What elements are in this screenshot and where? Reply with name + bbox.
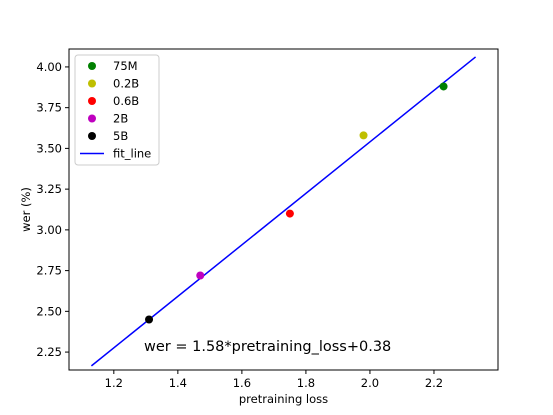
legend-label: 5B [113, 129, 128, 143]
y-tick-label: 3.25 [36, 182, 62, 196]
y-tick-label: 3.50 [36, 141, 62, 155]
fit-line [90, 56, 477, 367]
x-tick-label: 1.4 [169, 376, 187, 390]
y-tick-label: 3.00 [36, 223, 62, 237]
x-tick-label: 1.8 [297, 376, 315, 390]
data-point-0.6b [285, 209, 294, 218]
legend-label: 75M [113, 59, 138, 73]
x-axis-title: pretraining loss [239, 392, 328, 406]
y-tick-label: 3.75 [36, 101, 62, 115]
legend-marker-0.2b [88, 79, 96, 88]
legend-marker-5b [88, 132, 96, 140]
y-axis-ticks: 2.25 2.50 2.75 3.00 3.25 3.50 3.75 4.00 [36, 60, 69, 359]
y-tick-label: 2.75 [36, 264, 62, 278]
legend-marker-0.6b [88, 97, 96, 105]
legend-label: 0.2B [113, 77, 139, 91]
plot-frame [68, 48, 499, 371]
y-tick-label: 4.00 [36, 60, 62, 74]
data-point-2b [196, 271, 205, 280]
legend-label: 0.6B [113, 94, 139, 108]
x-axis-ticks: 1.2 1.4 1.6 1.8 2.0 2.2 [105, 370, 443, 390]
y-tick-label: 2.50 [36, 304, 62, 318]
x-tick-label: 1.2 [105, 376, 123, 390]
legend-marker-75m [88, 62, 96, 70]
data-series [90, 56, 477, 367]
legend-label: fit_line [113, 147, 151, 161]
x-tick-label: 2.0 [361, 376, 379, 390]
y-tick-label: 2.25 [36, 345, 62, 359]
data-point-75m [439, 82, 448, 91]
legend-box [74, 54, 160, 166]
y-axis-title: wer (%) [19, 187, 33, 232]
x-tick-label: 1.6 [233, 376, 251, 390]
fit-equation-annotation: wer = 1.58*pretraining_loss+0.38 [144, 339, 391, 355]
legend-marker-2b [88, 114, 96, 123]
x-tick-label: 2.2 [425, 376, 443, 390]
data-point-0.2b [359, 131, 368, 140]
legend-label: 2B [113, 112, 128, 126]
legend: 75M 0.2B 0.6B 2B 5B fit_line [74, 54, 160, 166]
data-point-5b [145, 315, 154, 324]
